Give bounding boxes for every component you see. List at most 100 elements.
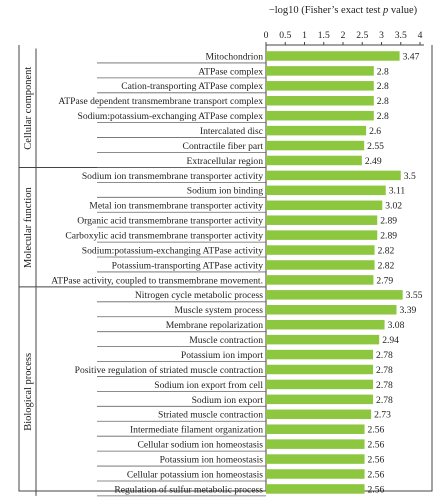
- bar-value-label: 2.55: [367, 141, 384, 152]
- bar-label: ATPase complex: [198, 66, 263, 77]
- bar-value-label: 2.8: [377, 111, 389, 122]
- bar-value-label: 2.8: [377, 81, 389, 92]
- x-tick-label: 0: [264, 30, 269, 41]
- chart-border: [18, 45, 433, 492]
- bar-label: Cellular sodium ion homeostasis: [137, 440, 263, 451]
- bar: [266, 334, 380, 345]
- bar: [266, 290, 403, 300]
- bar-value-label: 2.79: [376, 275, 393, 286]
- bar-value-label: 2.56: [368, 440, 385, 451]
- bar-label: Cation-transporting ATPase complex: [121, 81, 263, 92]
- x-tick-label: 3: [379, 30, 384, 41]
- x-tick-label: 3.5: [395, 30, 407, 41]
- bar-rows: Mitochondrion 3.47 ATPase complex 2.8 Cation…: [51, 51, 423, 497]
- x-tick-label: 2.5: [356, 30, 368, 41]
- group-label: Biological process: [23, 353, 34, 431]
- bar-label: Metal ion transmembrane transporter acti…: [89, 201, 263, 212]
- bar-value-label: 2.6: [369, 126, 381, 137]
- bar-label: Muscle contraction: [189, 335, 263, 346]
- bar-value-label: 3.11: [389, 186, 406, 197]
- x-axis-title-italic: p: [382, 5, 388, 16]
- x-tick-label: 2: [341, 30, 346, 41]
- bar: [266, 51, 400, 61]
- bar: [266, 454, 365, 464]
- chart-frame: [18, 45, 433, 492]
- bar: [266, 439, 365, 449]
- bar-value-label: 2.8: [377, 96, 389, 107]
- bar-value-label: 3.08: [388, 320, 405, 331]
- bar: [266, 409, 372, 420]
- bar: [266, 484, 365, 494]
- x-tick-label: 1.5: [318, 30, 330, 41]
- bar-label: Sodium:potassium-exchanging ATPase compl…: [78, 111, 264, 122]
- bar-value-label: 2.56: [368, 469, 385, 480]
- bar: [266, 185, 386, 196]
- x-axis-title: −log10 (Fisher’s exact test p value): [269, 5, 418, 16]
- bar-value-label: 2.56: [368, 484, 385, 495]
- x-tick-label: 0.5: [279, 30, 291, 41]
- bar: [266, 349, 374, 360]
- bar-value-label: 2.56: [368, 454, 385, 465]
- bar: [266, 245, 375, 255]
- bar-label: Positive regulation of striated muscle c…: [75, 365, 264, 376]
- bar-value-label: 3.47: [403, 51, 420, 62]
- bar: [266, 364, 374, 375]
- bar-label: Sodium:potassium-exchanging ATPase activ…: [82, 245, 263, 256]
- bar-value-label: 2.73: [374, 410, 391, 421]
- bar-label: Regulation of sulfur metabolic process: [114, 484, 263, 495]
- bar-label: Sodium ion transmembrane transporter act…: [82, 171, 263, 182]
- bar: [266, 319, 385, 330]
- bar: [266, 125, 367, 136]
- bar-label: Sodium ion export from cell: [154, 380, 263, 391]
- bar-label: Nitrogen cycle metabolic process: [135, 290, 263, 301]
- bar: [266, 96, 374, 106]
- bar-value-label: 2.56: [368, 425, 385, 436]
- bar: [266, 394, 374, 405]
- bar: [266, 81, 374, 91]
- bar-value-label: 2.94: [382, 335, 399, 346]
- bar-label: ATPase activity, coupled to transmembran…: [51, 275, 263, 286]
- bar-value-label: 3.39: [400, 305, 417, 316]
- bar-label: Extracellular region: [187, 156, 264, 167]
- x-axis-title-prefix: −log10 (Fisher’s exact test: [269, 5, 383, 16]
- x-tick-label: 1: [302, 30, 307, 41]
- bar-label: Intercalated disc: [200, 126, 263, 137]
- bar-label: Striated muscle contraction: [158, 410, 263, 421]
- bar: [266, 66, 374, 76]
- bar: [266, 469, 365, 479]
- bar-label: Carboxylic acid transmembrane transporte…: [65, 231, 263, 242]
- bar-value-label: 2.78: [376, 365, 393, 376]
- bar-label: Contractile fiber part: [183, 141, 264, 152]
- bar-value-label: 2.8: [377, 66, 389, 77]
- bar-label: Sodium ion export: [192, 395, 264, 406]
- x-tick-label: 4: [418, 30, 423, 41]
- bar-label: Mitochondrion: [205, 51, 263, 62]
- bar-value-label: 2.82: [378, 245, 395, 256]
- bar-value-label: 3.5: [404, 171, 416, 182]
- bar-value-label: 2.49: [365, 156, 382, 167]
- bar-label: Potassium-transporting ATPase activity: [112, 260, 264, 271]
- bar-value-label: 2.82: [378, 260, 395, 271]
- bar: [266, 170, 401, 181]
- bar: [266, 230, 378, 240]
- bar-label: Cellular potassium ion homeostasis: [127, 469, 263, 480]
- group-label: Molecular function: [23, 187, 34, 269]
- bar: [266, 110, 374, 121]
- bar: [266, 379, 374, 390]
- bar-value-label: 2.89: [380, 231, 397, 242]
- bar-value-label: 2.78: [376, 380, 393, 391]
- bar: [266, 260, 375, 270]
- bar-label: Sodium ion binding: [187, 186, 263, 197]
- bar: [266, 200, 383, 211]
- bar: [266, 305, 397, 315]
- bar-label: Muscle system process: [175, 305, 264, 316]
- bar: [266, 275, 374, 285]
- bar-value-label: 2.78: [376, 395, 393, 406]
- bar-value-label: 2.89: [380, 216, 397, 227]
- bar: [266, 215, 378, 225]
- bar-value-label: 2.78: [376, 350, 393, 361]
- bar-label: Organic acid transmembrane transporter a…: [77, 216, 263, 227]
- bar: [266, 140, 365, 151]
- bar-value-label: 3.55: [406, 290, 423, 301]
